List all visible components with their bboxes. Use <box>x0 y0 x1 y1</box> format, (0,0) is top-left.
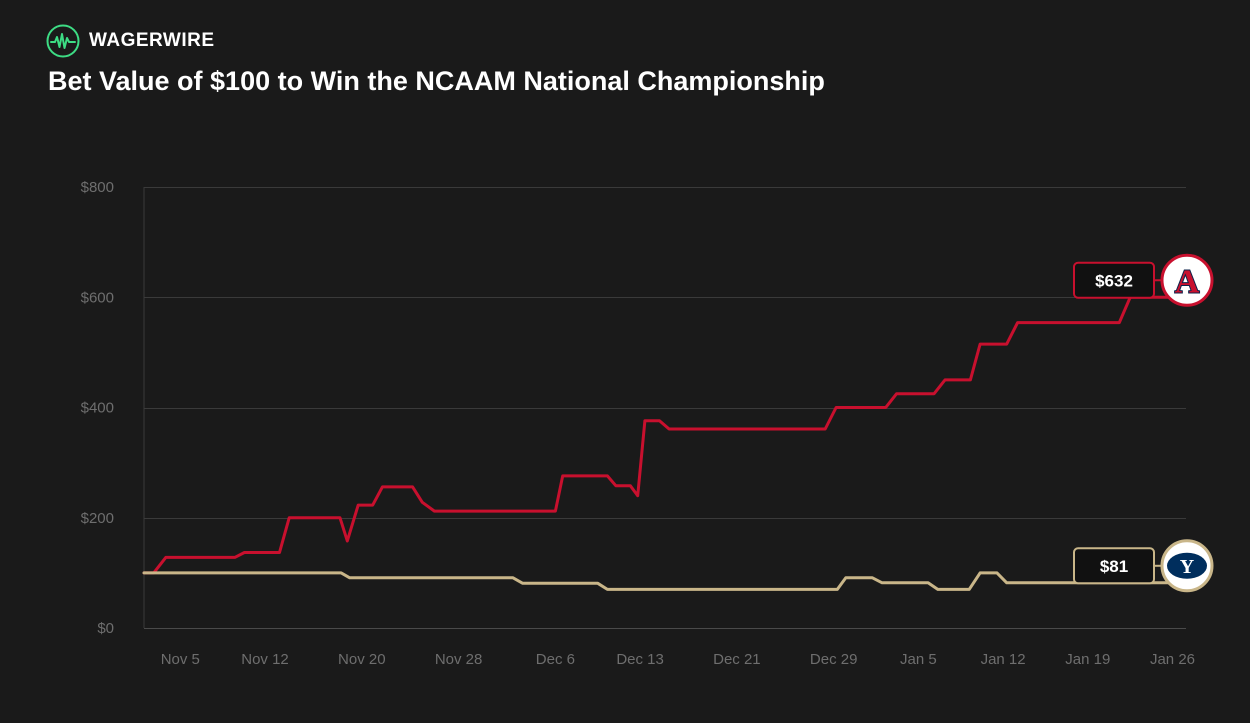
x-tick-label: Jan 5 <box>900 651 937 668</box>
y-tick-label: $0 <box>97 620 114 637</box>
value-label: $81 <box>1100 557 1128 576</box>
series-line-arizona <box>142 295 1174 575</box>
x-tick-label: Jan 19 <box>1065 651 1110 668</box>
series-lines <box>142 295 1174 591</box>
value-label: $632 <box>1095 271 1133 290</box>
x-tick-label: Nov 28 <box>435 651 483 668</box>
x-tick-label: Dec 21 <box>713 651 761 668</box>
end-labels: $632 A $81 Y <box>1073 253 1214 593</box>
end-label-arizona: $632 A <box>1073 253 1214 307</box>
value-box <box>1073 547 1155 585</box>
gridlines <box>143 187 1186 629</box>
y-tick-label: $800 <box>81 179 114 196</box>
x-tick-label: Dec 13 <box>616 651 664 668</box>
y-tick-label: $200 <box>81 510 114 527</box>
brand-name: WAGERWIRE <box>89 30 215 51</box>
y-tick-label: $400 <box>81 400 114 417</box>
end-label-byu: $81 Y <box>1073 539 1214 593</box>
team-logo-ring <box>1160 253 1214 307</box>
series-line-byu <box>142 571 1174 591</box>
y-tick-label: $600 <box>81 289 114 306</box>
team-logo-letter: Y <box>1180 556 1195 578</box>
x-tick-label: Nov 12 <box>241 651 289 668</box>
value-box <box>1073 261 1155 299</box>
team-logo-arizona: A <box>1160 253 1214 307</box>
brand-logo: WAGERWIRE <box>46 23 215 59</box>
chart-title: Bet Value of $100 to Win the NCAAM Natio… <box>48 66 825 96</box>
team-logo-oval <box>1167 552 1207 579</box>
x-axis-ticks: Nov 5 Nov 12 Nov 20 Nov 28 Dec 6 Dec 13 Dec 21… <box>161 651 1195 668</box>
x-tick-label: Dec 6 <box>536 651 575 668</box>
team-logo-letter: A <box>1175 263 1200 300</box>
y-axis-ticks: $0 $200 $400 $600 $800 <box>81 179 114 637</box>
x-tick-label: Nov 20 <box>338 651 386 668</box>
x-tick-label: Nov 5 <box>161 651 200 668</box>
x-tick-label: Jan 26 <box>1150 651 1195 668</box>
x-tick-label: Jan 12 <box>981 651 1026 668</box>
team-logo-byu: Y <box>1160 539 1214 593</box>
pulse-icon <box>46 24 80 58</box>
x-tick-label: Dec 29 <box>810 651 858 668</box>
